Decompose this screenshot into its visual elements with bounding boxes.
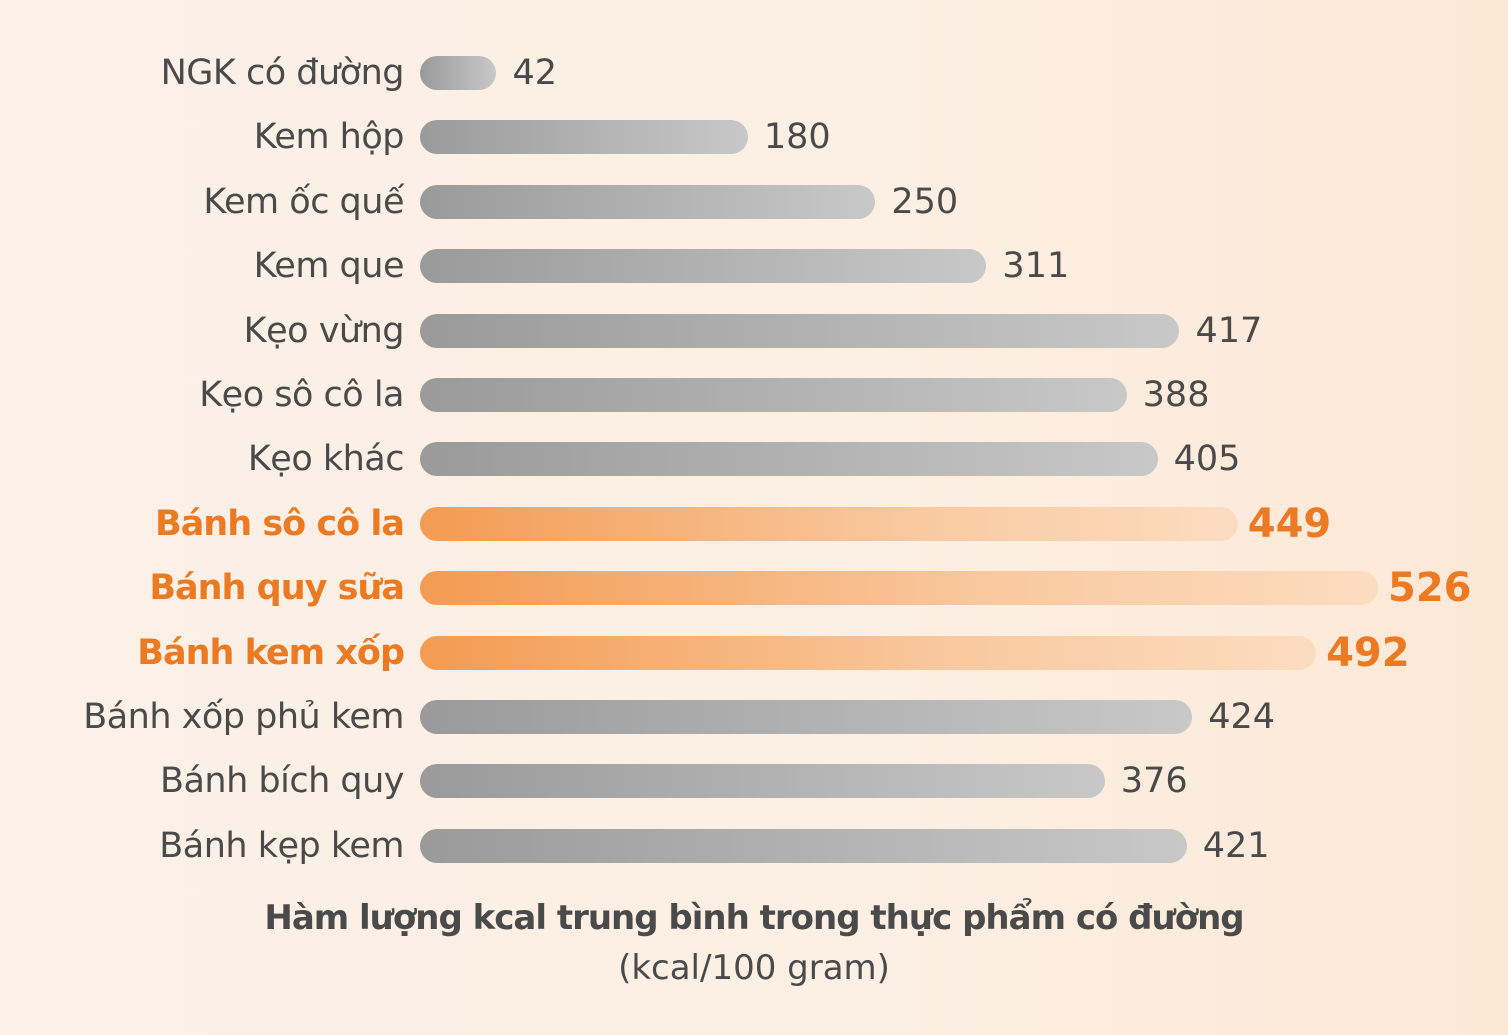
bar-row: Bánh kẹp kem 421	[0, 826, 1508, 866]
bar	[420, 120, 748, 155]
bar	[420, 56, 497, 90]
bar-row: Kẹo sô cô la 388	[0, 375, 1508, 415]
bar-row: Kem ốc quế 250	[0, 182, 1508, 222]
value-label: 376	[1120, 761, 1188, 802]
value-label: 180	[763, 117, 831, 158]
value-label: 311	[1002, 246, 1070, 287]
bar	[420, 828, 1187, 863]
value-label: 526	[1388, 565, 1472, 612]
category-label: Kẹo sô cô la	[199, 375, 404, 415]
bar	[420, 764, 1105, 799]
bar	[420, 249, 987, 284]
category-label: NGK có đường	[160, 53, 405, 93]
category-label: Kẹo vừng	[243, 310, 405, 351]
category-label: Bánh sô cô la	[155, 503, 405, 544]
value-label: 492	[1326, 629, 1410, 676]
value-label: 405	[1173, 439, 1241, 480]
bar-row: Kem que 311	[0, 246, 1508, 286]
category-label: Bánh kẹp kem	[159, 825, 404, 866]
bar-row: Kẹo vừng 417	[0, 311, 1508, 351]
bar-row: Bánh kem xốp 492	[0, 633, 1508, 673]
category-label: Kẹo khác	[247, 439, 405, 480]
bar	[420, 313, 1180, 348]
bar-row: Bánh xốp phủ kem 424	[0, 697, 1508, 737]
bar-row: Bánh quy sữa 526	[0, 568, 1508, 608]
value-label: 449	[1247, 500, 1332, 547]
value-label: 388	[1142, 375, 1210, 415]
category-label: Kem hộp	[253, 117, 405, 158]
value-label: 417	[1195, 310, 1263, 351]
value-label: 250	[891, 181, 959, 222]
bar-row: Bánh bích quy 376	[0, 761, 1508, 801]
highlighted-bar	[420, 506, 1238, 541]
bar	[420, 442, 1158, 477]
highlighted-bar	[420, 635, 1317, 670]
highlighted-bar	[420, 571, 1378, 606]
horizontal-bar-chart: NGK có đường 42 Kem hộp 180 Kem ốc quế 250 Kem…	[0, 53, 1508, 866]
chart-title: Hàm lượng kcal trung bình trong thực phẩ…	[264, 898, 1244, 938]
category-label: Kem ốc quế	[203, 181, 404, 222]
bar	[420, 378, 1127, 412]
category-label: Bánh bích quy	[159, 761, 405, 802]
category-label: Kem que	[253, 246, 405, 287]
value-label: 42	[512, 53, 558, 93]
chart-subtitle: (kcal/100 gram)	[618, 948, 890, 988]
bar-row: NGK có đường 42	[0, 53, 1508, 93]
value-label: 421	[1202, 825, 1270, 866]
category-label: Bánh kem xốp	[137, 632, 405, 673]
value-label: 424	[1208, 697, 1276, 737]
bar	[420, 184, 876, 219]
category-label: Bánh quy sữa	[149, 568, 405, 609]
bar-row: Kẹo khác 405	[0, 439, 1508, 479]
bar-row: Bánh sô cô la 449	[0, 504, 1508, 544]
category-label: Bánh xốp phủ kem	[83, 697, 404, 737]
bar	[420, 700, 1193, 734]
bar-row: Kem hộp 180	[0, 117, 1508, 157]
